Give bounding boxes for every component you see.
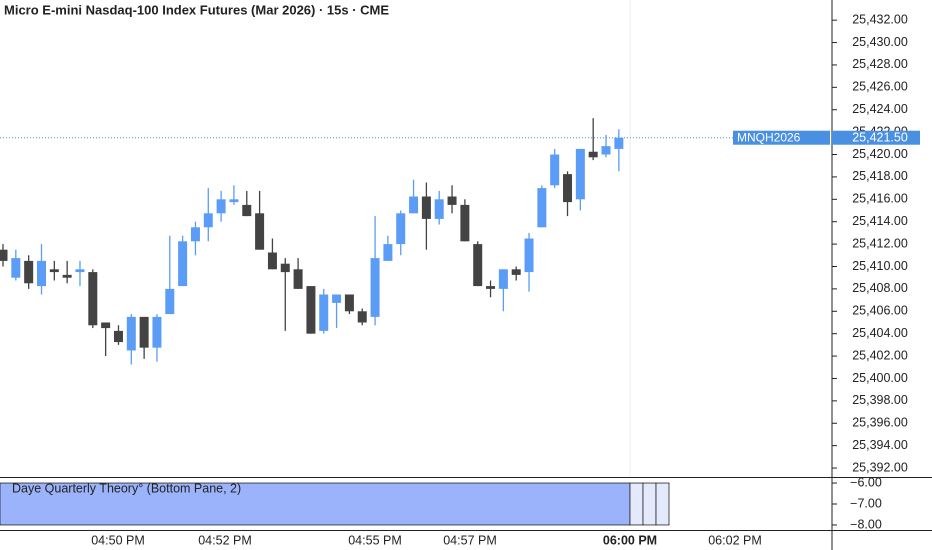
candle-body — [190, 227, 200, 242]
y-tick-label: 25,432.00 — [852, 12, 908, 26]
candle-body — [511, 269, 521, 275]
y-tick-label: 25,416.00 — [852, 192, 908, 206]
indicator-box — [629, 482, 644, 526]
candle-body — [409, 196, 419, 214]
y-tick-label: 25,400.00 — [852, 371, 908, 385]
y-tick-label: 25,394.00 — [852, 438, 908, 452]
candle-body — [524, 238, 534, 273]
candle-body — [165, 288, 175, 315]
candle-body — [139, 316, 149, 348]
y-tick-label: 25,404.00 — [852, 326, 908, 340]
y-tick-label: 25,402.00 — [852, 348, 908, 362]
y-tick-label: 25,426.00 — [852, 80, 908, 94]
candle-body — [332, 294, 342, 303]
candle-body — [11, 258, 21, 278]
y-tick-label: 25,430.00 — [852, 35, 908, 49]
candle-body — [242, 204, 252, 217]
y-tick-label: 25,392.00 — [852, 460, 908, 474]
candle-body — [396, 213, 406, 245]
candle-body — [319, 294, 329, 331]
y-tick-label: 25,408.00 — [852, 281, 908, 295]
candle-body — [563, 174, 573, 203]
y-tick-label: 25,406.00 — [852, 304, 908, 318]
candle-body — [178, 241, 188, 287]
candle-body — [229, 199, 239, 203]
candle-body — [601, 146, 611, 155]
chart-title: Micro E-mini Nasdaq-100 Index Futures (M… — [4, 2, 389, 17]
candle-body — [267, 252, 277, 270]
candle-body — [344, 294, 354, 312]
candle-body — [88, 272, 98, 326]
candle-body — [383, 244, 393, 261]
y-tick-label: 25,410.00 — [852, 259, 908, 273]
x-tick-label: 04:52 PM — [198, 533, 252, 547]
candle-body — [370, 258, 380, 317]
x-tick-label: 04:50 PM — [91, 533, 145, 547]
candle-body — [473, 244, 483, 287]
candle-body — [216, 199, 226, 214]
candle-body — [203, 213, 213, 228]
last-price-label: 25,421.50 — [852, 131, 908, 145]
candle-body — [421, 196, 431, 219]
indicator-band — [0, 482, 631, 526]
candle-body — [0, 249, 8, 261]
y-tick-label: −6.00 — [850, 475, 882, 489]
candle-body — [75, 269, 85, 273]
indicator-box — [642, 482, 657, 526]
candle-body — [24, 260, 34, 284]
candle-body — [460, 204, 470, 242]
candle-body — [113, 330, 123, 343]
candle-body — [447, 196, 457, 205]
y-tick-label: 25,398.00 — [852, 393, 908, 407]
candle-body — [126, 316, 136, 351]
y-tick-label: −8.00 — [850, 517, 882, 531]
candle-body — [575, 148, 585, 200]
y-tick-label: 25,424.00 — [852, 102, 908, 116]
candle-body — [357, 311, 367, 323]
candle-body — [101, 322, 111, 329]
indicator-box — [655, 482, 670, 526]
candle-body — [434, 199, 444, 219]
candle-body — [36, 260, 46, 287]
candle-body — [280, 263, 290, 273]
x-tick-label: 04:55 PM — [348, 533, 402, 547]
candle-body — [498, 269, 508, 289]
candle-body — [588, 151, 598, 158]
y-tick-label: −7.00 — [850, 496, 882, 510]
y-tick-label: 25,418.00 — [852, 169, 908, 183]
y-tick-label: 25,412.00 — [852, 236, 908, 250]
y-tick-label: 25,414.00 — [852, 214, 908, 228]
x-tick-label: 06:00 PM — [603, 533, 657, 547]
x-tick-label: 04:57 PM — [443, 533, 497, 547]
candle-body — [255, 213, 265, 250]
symbol-tag — [733, 130, 830, 145]
candle-body — [486, 286, 496, 289]
indicator-title: Daye Quarterly Theory° (Bottom Pane, 2) — [12, 481, 241, 495]
candle-body — [306, 286, 316, 334]
symbol-label: MNQH2026 — [737, 130, 801, 144]
candle-body — [49, 269, 59, 273]
candle-body — [62, 274, 72, 278]
y-tick-label: 25,420.00 — [852, 147, 908, 161]
candle-body — [293, 269, 303, 289]
y-tick-label: 25,428.00 — [852, 57, 908, 71]
x-tick-label: 06:02 PM — [708, 533, 762, 547]
candle-body — [537, 188, 547, 228]
candle-body — [614, 137, 624, 149]
candle-body — [152, 316, 162, 348]
candle-body — [550, 154, 560, 186]
last-price-tag — [832, 130, 920, 145]
y-tick-label: 25,396.00 — [852, 416, 908, 430]
